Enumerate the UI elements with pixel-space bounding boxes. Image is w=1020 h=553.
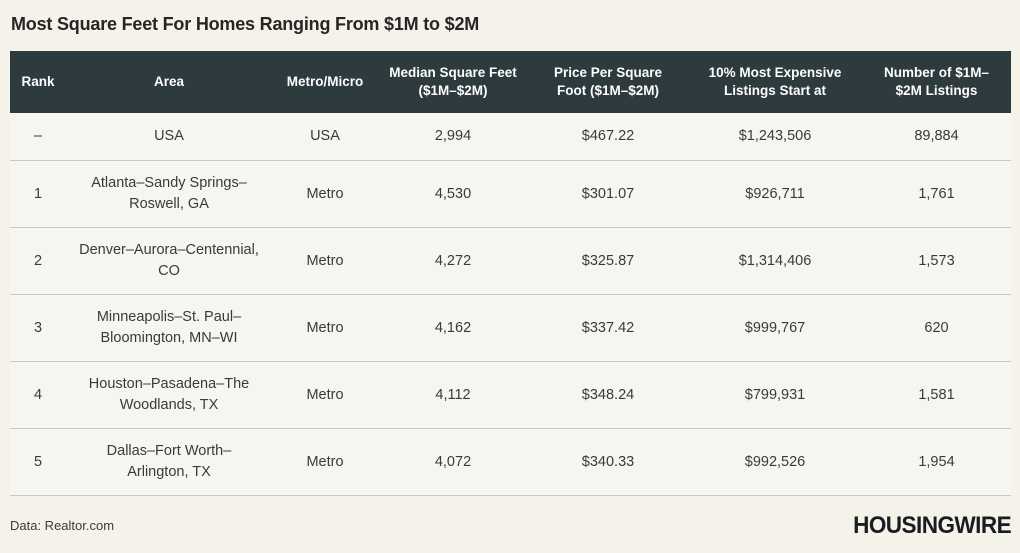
area-text: Dallas–Fort Worth–Arlington, TX [106,443,232,480]
table-header-row: Rank Area Metro/Micro Median Square Feet… [10,51,1011,113]
area-text: Denver–Aurora–Centennial, CO [79,242,259,279]
cell-listings-count: 89,884 [914,128,959,144]
cell-top10-start: $1,243,506 [738,128,812,144]
cell-listings-count: 1,581 [918,386,955,403]
area-text: Houston–Pasadena–The Woodlands, TX [88,376,250,413]
cell-area: Denver–Aurora–Centennial, CO [66,238,272,284]
cell-listings-count: 1,573 [918,252,955,269]
area-text: Atlanta–Sandy Springs–Roswell, GA [91,175,247,212]
column-header-listings-count: Number of $1M–$2M Listings [883,65,990,98]
cell-price-per-sqft: $337.42 [581,319,635,336]
cell-rank: 3 [33,319,43,336]
column-header-rank: Rank [21,74,55,89]
cell-top10-start: $926,711 [745,185,805,202]
cell-area: Dallas–Fort Worth–Arlington, TX [66,439,272,485]
cell-listings-count: 1,761 [918,185,955,202]
data-source: Data: Realtor.com [10,518,115,533]
cell-price-per-sqft: $301.07 [581,185,635,202]
cell-median-sqft: 4,162 [434,319,472,336]
table-row: 4 Houston–Pasadena–The Woodlands, TX Met… [10,362,1011,429]
column-header-price-per-sqft: Price Per Square Foot ($1M–$2M) [553,65,663,98]
cell-median-sqft: 4,072 [434,453,472,470]
table-row: 2 Denver–Aurora–Centennial, CO Metro 4,2… [10,228,1011,295]
cell-rank: 4 [33,386,43,403]
column-header-metro-micro: Metro/Micro [286,74,364,89]
cell-price-per-sqft: $340.33 [581,453,635,470]
cell-price-per-sqft: $325.87 [581,252,635,269]
cell-median-sqft: 4,112 [435,386,471,403]
cell-metro: Metro [306,252,344,269]
cell-top10-start: $1,314,406 [738,252,812,269]
cell-rank: 2 [33,252,43,269]
cell-metro: Metro [306,453,344,470]
table-row: – USA USA 2,994 $467.22 $1,243,506 89,88… [10,113,1011,161]
table-row: 1 Atlanta–Sandy Springs–Roswell, GA Metr… [10,161,1011,228]
cell-rank: 1 [33,185,43,202]
cell-listings-count: 620 [924,319,949,336]
cell-median-sqft: 2,994 [434,128,472,144]
column-header-area: Area [153,74,185,89]
area-text: Minneapolis–St. Paul–Bloomington, MN–WI [96,309,242,346]
cell-rank: 5 [33,453,43,470]
footer: Data: Realtor.com HOUSINGWIRE [10,496,1012,553]
chart-title: Most Square Feet For Homes Ranging From … [11,14,480,34]
cell-top10-start: $992,526 [744,453,806,470]
cell-area: Houston–Pasadena–The Woodlands, TX [66,372,272,418]
cell-top10-start: $999,767 [744,319,806,336]
table-row: 5 Dallas–Fort Worth–Arlington, TX Metro … [10,429,1011,496]
housingwire-logo: HOUSINGWIRE [853,511,1012,539]
cell-metro: Metro [306,185,344,202]
cell-area: USA [154,128,184,144]
data-table: Rank Area Metro/Micro Median Square Feet… [10,51,1011,496]
cell-price-per-sqft: $467.22 [581,128,635,144]
cell-top10-start: $799,931 [744,386,806,403]
column-header-median-sqft: Median Square Feet ($1M–$2M) [389,65,517,98]
cell-price-per-sqft: $348.24 [581,386,635,403]
cell-metro: Metro [306,319,344,336]
cell-rank: – [33,128,43,144]
cell-area: Atlanta–Sandy Springs–Roswell, GA [66,171,272,217]
cell-metro: USA [310,128,340,144]
cell-listings-count: 1,954 [918,453,955,470]
cell-metro: Metro [306,386,344,403]
cell-median-sqft: 4,530 [434,185,472,202]
column-header-top10-start: 10% Most Expensive Listings Start at [708,65,842,98]
table-row: 3 Minneapolis–St. Paul–Bloomington, MN–W… [10,295,1011,362]
cell-median-sqft: 4,272 [434,252,472,269]
cell-area: Minneapolis–St. Paul–Bloomington, MN–WI [66,305,272,351]
